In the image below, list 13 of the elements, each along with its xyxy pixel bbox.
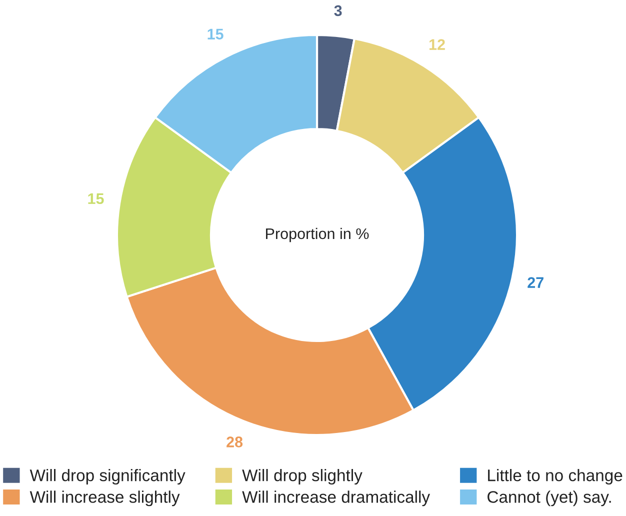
data-label: 3 [334, 5, 342, 16]
legend-label: Cannot (yet) say. [488, 490, 611, 506]
text: Proportion in % [266, 228, 369, 242]
data-label: 12 [429, 39, 445, 50]
legend-label: Will increase slightly [30, 490, 180, 506]
legend-label: Will drop significantly [30, 469, 186, 485]
legend-label: Will increase dramatically [242, 490, 430, 506]
data-label: 28 [226, 436, 243, 448]
data-label: 15 [88, 193, 104, 204]
legend-label: Little to no change [488, 469, 622, 485]
legend-label: Will drop slightly [242, 469, 362, 485]
data-label: 15 [208, 28, 224, 40]
data-label: 27 [528, 277, 544, 288]
